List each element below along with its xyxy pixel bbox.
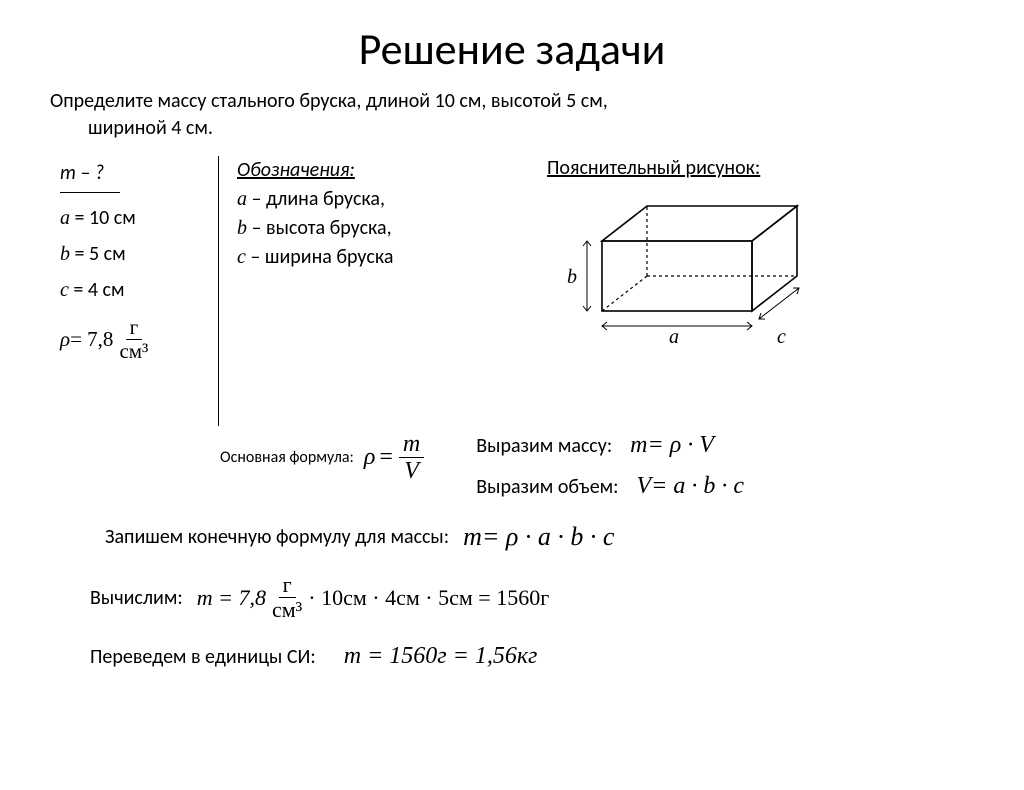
given-a: a = 10 см — [60, 201, 210, 235]
legend-a-txt: – длина бруска, — [247, 187, 385, 211]
si-expr: m = 1560г = 1,56кг — [344, 643, 538, 670]
ff-expr: = ρ · a · b · c — [482, 522, 615, 552]
legend-b-txt: – высота бруска, — [247, 216, 392, 240]
problem-line-1: Определите массу стального бруска, длино… — [50, 89, 608, 113]
express-volume-label: Выразим объем: — [476, 475, 618, 499]
legend-c-txt: – ширина бруска — [246, 245, 394, 269]
rho-eq: = 7,8 — [70, 322, 113, 358]
ev-eq: = a · b · c — [651, 473, 744, 500]
calc-num: г — [279, 574, 296, 598]
vertical-divider — [218, 156, 219, 426]
var-b: b — [60, 243, 70, 265]
calculation-math: m = 7,8 г см³ · 10см · 4см · 5см = 1560г — [197, 574, 550, 621]
sought-text: m – ? — [60, 161, 104, 185]
express-mass-row: Выразим массу: m = ρ · V — [476, 432, 744, 459]
calc-den: см³ — [268, 598, 306, 621]
si-math: m = 1560г = 1,56кг — [344, 643, 538, 670]
var-c: c — [60, 279, 69, 301]
page-title: Решение задачи — [50, 22, 974, 76]
main-formula-block: Основная формула: ρ = m V — [220, 432, 426, 483]
slide-page: Решение задачи Определите массу стальног… — [0, 22, 1024, 790]
final-formula-row: Запишем конечную формулу для массы: m = … — [50, 522, 974, 552]
calculation-label: Вычислим: — [90, 586, 183, 610]
diagram-label-c: c — [777, 326, 786, 349]
val-a: = 10 см — [70, 206, 136, 230]
final-formula-label: Запишем конечную формулу для массы: — [105, 525, 449, 549]
legend-a-var: a — [237, 188, 247, 210]
express-mass-math: m = ρ · V — [630, 432, 714, 459]
legend-a: a – длина бруска, — [237, 185, 497, 214]
si-conversion-row: Переведем в единицы СИ: m = 1560г = 1,56… — [50, 643, 974, 670]
diagram-label-b: b — [567, 266, 577, 289]
given-c: c = 4 см — [60, 273, 210, 307]
problem-line-2: шириной 4 см. — [50, 115, 974, 142]
problem-statement: Определите массу стального бруска, длино… — [50, 88, 974, 142]
rho-fraction: г см³ — [115, 317, 152, 362]
mf-den: V — [400, 458, 423, 483]
main-formula-math: ρ = m V — [364, 432, 426, 483]
main-formula-label: Основная формула: — [220, 448, 354, 467]
legend-c-var: c — [237, 246, 246, 268]
calc-fraction: г см³ — [268, 574, 306, 621]
diagram-column: Пояснительный рисунок: — [497, 156, 974, 346]
legend-column: Обозначения: a – длина бруска, b – высот… — [237, 156, 497, 272]
ff-m: m — [463, 522, 482, 552]
si-label: Переведем в единицы СИ: — [90, 645, 316, 669]
express-volume-row: Выразим объем: V = a · b · c — [476, 473, 744, 500]
rho-symbol: ρ — [60, 322, 70, 358]
val-b: = 5 см — [70, 242, 126, 266]
legend-c: c – ширина бруска — [237, 243, 497, 272]
val-c: = 4 см — [69, 278, 125, 302]
content-columns: m – ? a = 10 см b = 5 см c = 4 см ρ = 7,… — [50, 156, 974, 426]
given-b: b = 5 см — [60, 237, 210, 271]
sought-variable: m – ? — [60, 156, 120, 193]
legend-header: Обозначения: — [237, 156, 497, 185]
em-m: m — [630, 432, 647, 459]
var-a: a — [60, 207, 70, 229]
formula-section: Основная формула: ρ = m V Выразим массу:… — [50, 432, 974, 500]
rho-num: г — [126, 317, 143, 340]
calc-post: · 10см · 4см · 5см = 1560г — [308, 585, 549, 611]
given-column: m – ? a = 10 см b = 5 см c = 4 см ρ = 7,… — [50, 156, 210, 362]
diagram-label-a: a — [669, 326, 679, 349]
final-formula-math: m = ρ · a · b · c — [463, 522, 614, 552]
express-volume-math: V = a · b · c — [637, 473, 745, 500]
em-eq: = ρ · V — [648, 432, 714, 459]
mf-rho: ρ — [364, 444, 376, 471]
rho-den: см³ — [115, 340, 152, 362]
legend-b-var: b — [237, 217, 247, 239]
cuboid-diagram: b a c — [547, 186, 827, 346]
calc-pre: m = 7,8 — [197, 585, 266, 611]
calculation-row: Вычислим: m = 7,8 г см³ · 10см · 4см · 5… — [50, 574, 974, 621]
ev-v: V — [637, 473, 652, 500]
diagram-header: Пояснительный рисунок: — [497, 156, 974, 180]
mf-fraction: m V — [399, 432, 424, 483]
given-density: ρ = 7,8 г см³ — [60, 317, 210, 362]
legend-b: b – высота бруска, — [237, 214, 497, 243]
mf-num: m — [399, 432, 424, 458]
derived-formulas: Выразим массу: m = ρ · V Выразим объем: … — [476, 432, 744, 500]
express-mass-label: Выразим массу: — [476, 434, 612, 458]
cuboid-svg — [547, 186, 827, 346]
